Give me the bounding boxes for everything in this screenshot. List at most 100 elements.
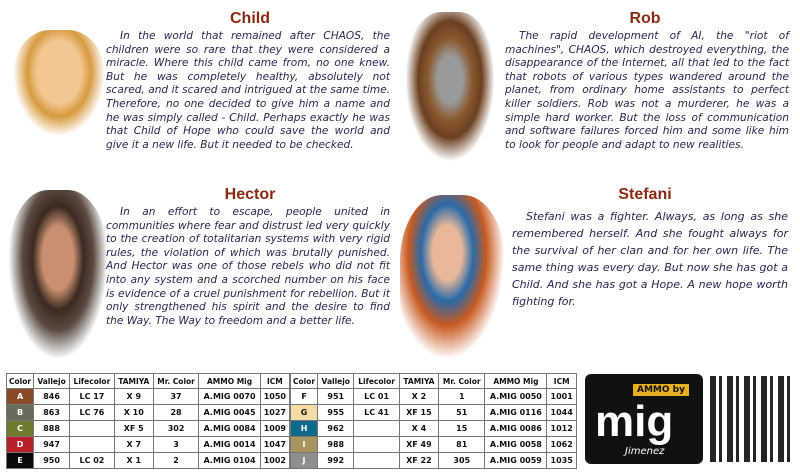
cell-mrcolor: 28 (152, 404, 200, 421)
table-row: F 951 LC 01 X 2 1 A.MIG 0050 1001 (289, 388, 577, 405)
cell-mrcolor: 302 (152, 420, 200, 437)
child-name: Child (230, 10, 270, 27)
cell-vallejo: 846 (33, 388, 70, 405)
cell-vallejo: 888 (33, 420, 70, 437)
cell-lifecolor: LC 41 (353, 404, 400, 421)
cell-mrcolor: 81 (438, 436, 486, 453)
cell-mrcolor: 51 (438, 404, 486, 421)
cell-tamiya: X 9 (113, 388, 154, 405)
table-row: H 962 X 4 15 A.MIG 0086 1012 (289, 420, 577, 437)
table-row: E 950 LC 02 X 1 2 A.MIG 0104 1002 (5, 452, 291, 469)
cell-tamiya: X 1 (113, 452, 154, 469)
cell-ammo: A.MIG 0116 (484, 404, 548, 421)
table-header: Color Vallejo Lifecolor TAMIYA Mr. Color AMMO… (289, 373, 577, 389)
column-header: Lifecolor (69, 373, 115, 389)
cell-mrcolor: 15 (438, 420, 486, 437)
color-swatch: I (289, 436, 319, 453)
column-header: ICM (546, 373, 577, 389)
column-header: Vallejo (317, 373, 355, 389)
cell-icm: 1001 (546, 388, 577, 405)
cell-icm: 1062 (546, 436, 577, 453)
table-row: C 888 XF 5 302 A.MIG 0084 1009 (5, 420, 291, 437)
cell-tamiya: X 10 (113, 404, 154, 421)
logo-main: mig (595, 397, 674, 446)
cell-mrcolor: 3 (152, 436, 200, 453)
paint-table-right: Color Vallejo Lifecolor TAMIYA Mr. Color AMMO… (289, 373, 577, 469)
cell-vallejo: 951 (317, 388, 355, 405)
cell-icm: 1027 (259, 404, 291, 421)
column-header: AMMO Mig (198, 373, 261, 389)
table-row: I 988 XF 49 81 A.MIG 0058 1062 (289, 436, 577, 453)
cell-icm: 1044 (546, 404, 577, 421)
cell-icm: 1035 (546, 452, 577, 469)
table-row: D 947 X 7 3 A.MIG 0014 1047 (5, 436, 291, 453)
cell-ammo: A.MIG 0084 (198, 420, 261, 437)
cell-lifecolor: LC 76 (69, 404, 115, 421)
cell-icm: 1002 (259, 452, 291, 469)
cell-vallejo: 988 (317, 436, 355, 453)
hector-bio: In an effort to escape, people united in… (106, 206, 390, 327)
qr-code[interactable] (710, 376, 794, 462)
cell-lifecolor (69, 420, 115, 437)
table-row: B 863 LC 76 X 10 28 A.MIG 0045 1027 (5, 404, 291, 421)
column-header: AMMO Mig (484, 373, 548, 389)
cell-tamiya: X 4 (398, 420, 440, 437)
cell-lifecolor: LC 01 (353, 388, 400, 405)
stefani-portrait (400, 195, 505, 360)
logo-top: AMMO by (633, 384, 689, 396)
cell-lifecolor (353, 436, 400, 453)
column-header: TAMIYA (113, 373, 154, 389)
cell-ammo: A.MIG 0070 (198, 388, 261, 405)
color-swatch: E (5, 452, 35, 469)
cell-ammo: A.MIG 0059 (484, 452, 548, 469)
stefani-bio: Stefani was a fighter. Always, as long a… (512, 210, 788, 308)
color-swatch: J (289, 452, 319, 469)
color-swatch: C (5, 420, 35, 437)
rob-bio: The rapid development of AI, the "riot o… (505, 30, 789, 151)
ammo-mig-logo: AMMO by mig Jimenez (585, 374, 703, 464)
cell-tamiya: X 7 (113, 436, 154, 453)
cell-lifecolor (353, 452, 400, 469)
color-swatch: A (5, 388, 35, 405)
table-header: Color Vallejo Lifecolor TAMIYA Mr. Color AMMO… (5, 373, 291, 389)
cell-tamiya: XF 22 (398, 452, 440, 469)
color-swatch: B (5, 404, 35, 421)
cell-vallejo: 947 (33, 436, 70, 453)
color-swatch: D (5, 436, 35, 453)
cell-ammo: A.MIG 0014 (198, 436, 261, 453)
cell-lifecolor (353, 420, 400, 437)
cell-lifecolor: LC 02 (69, 452, 115, 469)
cell-tamiya: XF 15 (398, 404, 440, 421)
cell-icm: 1050 (259, 388, 291, 405)
cell-ammo: A.MIG 0104 (198, 452, 261, 469)
cell-vallejo: 992 (317, 452, 355, 469)
table-row: A 846 LC 17 X 9 37 A.MIG 0070 1050 (5, 388, 291, 405)
table-row: G 955 LC 41 XF 15 51 A.MIG 0116 1044 (289, 404, 577, 421)
table-row: J 992 XF 22 305 A.MIG 0059 1035 (289, 452, 577, 469)
cell-tamiya: X 2 (398, 388, 440, 405)
child-portrait (14, 30, 104, 135)
stefani-name: Stefani (618, 186, 672, 203)
column-header: ICM (259, 373, 291, 389)
column-header: Color (289, 373, 319, 389)
cell-icm: 1009 (259, 420, 291, 437)
cell-ammo: A.MIG 0050 (484, 388, 548, 405)
column-header: Vallejo (33, 373, 70, 389)
logo-bottom: Jimenez (625, 446, 665, 457)
column-header: Color (5, 373, 35, 389)
cell-mrcolor: 2 (152, 452, 200, 469)
cell-mrcolor: 37 (152, 388, 200, 405)
cell-vallejo: 950 (33, 452, 70, 469)
cell-vallejo: 962 (317, 420, 355, 437)
column-header: Mr. Color (438, 373, 486, 389)
rob-portrait (405, 12, 495, 162)
rob-name: Rob (629, 10, 661, 27)
column-header: Lifecolor (353, 373, 400, 389)
cell-mrcolor: 1 (438, 388, 486, 405)
cell-vallejo: 955 (317, 404, 355, 421)
column-header: TAMIYA (398, 373, 440, 389)
hector-name: Hector (224, 186, 276, 203)
color-swatch: G (289, 404, 319, 421)
cell-lifecolor: LC 17 (69, 388, 115, 405)
color-swatch: H (289, 420, 319, 437)
